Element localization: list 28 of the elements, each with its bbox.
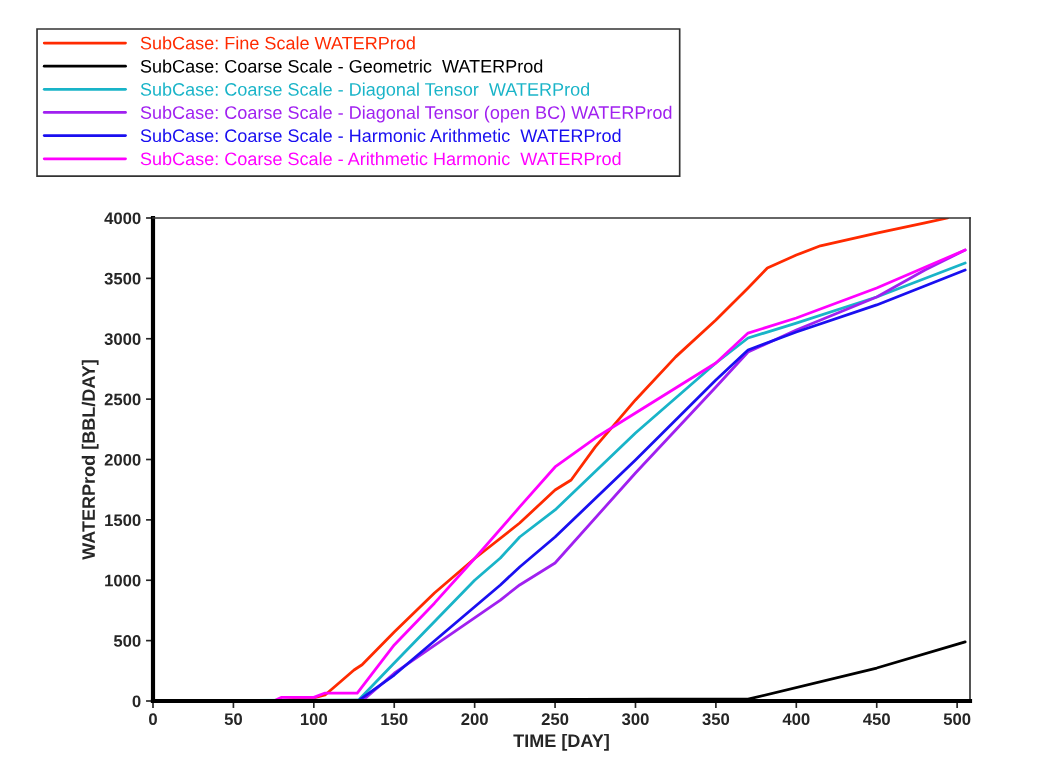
x-tick-label: 300 [621, 713, 649, 726]
y-tick-label: 4000 [104, 212, 141, 225]
x-tick-label: 250 [541, 713, 569, 726]
x-tick-label: 500 [943, 713, 971, 726]
x-tick-label: 150 [381, 713, 408, 726]
x-tick-label: 350 [702, 713, 730, 726]
x-tick-label: 450 [863, 713, 890, 726]
y-tick-label: 500 [113, 635, 141, 647]
y-tick-label: 2000 [104, 453, 141, 466]
x-tick-label: 0 [149, 713, 157, 726]
y-tick-label: 2500 [104, 393, 141, 406]
legend-label: SubCase: Coarse Scale - Diagonal Tensor (open BC) WATERProd [140, 105, 672, 123]
x-axis-title: TIME [DAY] [513, 733, 609, 751]
y-tick-label: 3500 [104, 272, 141, 285]
y-axis-title: WATERProd [BBL/DAY] [81, 360, 99, 560]
x-tick-label: 100 [300, 713, 328, 726]
y-tick-label: 1500 [105, 514, 141, 527]
legend-label: SubCase: Coarse Scale - Diagonal Tensor WATERProd [140, 82, 590, 100]
x-tick-label: 400 [782, 713, 810, 726]
legend-label: SubCase: Coarse Scale - Arithmetic Harmonic WATERProd [140, 152, 621, 166]
y-tick-label: 0 [132, 695, 141, 708]
legend-label: SubCase: Coarse Scale - Geometric WATERProd [140, 59, 543, 73]
x-tick-label: 200 [461, 713, 488, 726]
legend-label: SubCase: Coarse Scale - Harmonic Arithmetic WATERProd [140, 128, 621, 143]
y-tick-label: 3000 [104, 333, 141, 345]
x-tick-label: 50 [224, 713, 242, 726]
legend-label: SubCase: Fine Scale WATERProd [140, 36, 415, 50]
y-tick-label: 1000 [105, 574, 141, 587]
